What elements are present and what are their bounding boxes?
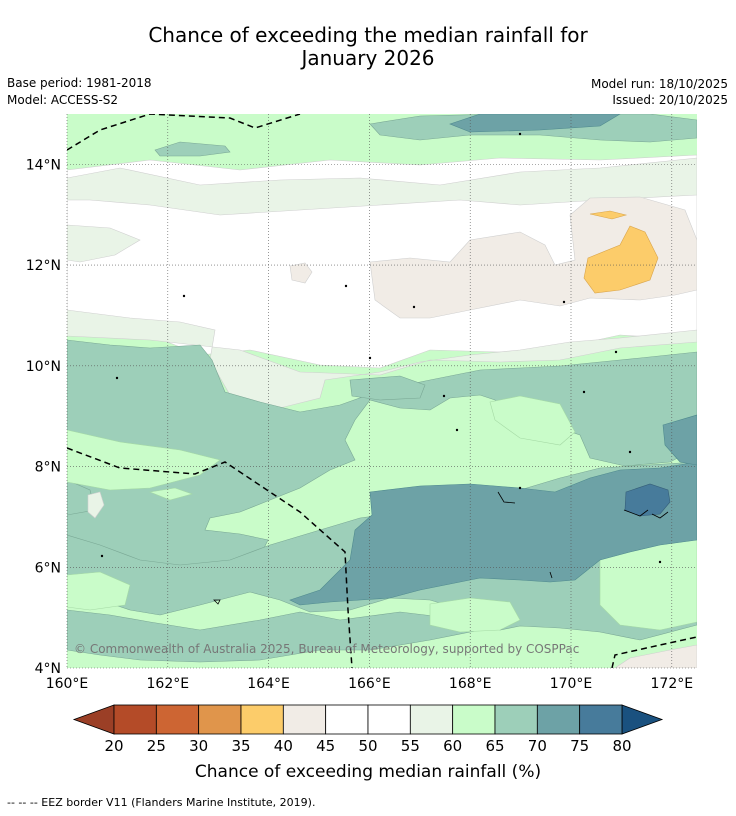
colorbar-tick-label: 35 <box>231 737 250 755</box>
y-tick-label: 4°N <box>35 661 61 677</box>
contour-green-patch-bottom <box>429 597 521 633</box>
island-dot <box>614 350 618 354</box>
island-outline <box>213 599 221 605</box>
y-tick-label: 14°N <box>26 157 61 173</box>
model-run: Model run: 18/10/2025 <box>590 77 728 91</box>
contour-teal-top-left <box>154 141 231 157</box>
colorbar-tick-label: 55 <box>401 737 420 755</box>
colorbar-swatch <box>367 704 411 735</box>
copyright-notice: © Commonwealth of Australia 2025, Bureau… <box>74 642 579 656</box>
contour-green-patch-right <box>489 395 576 446</box>
x-tick-label: 172°E <box>651 676 694 692</box>
colorbar-tick-label: 20 <box>104 737 123 755</box>
island-outline <box>623 509 649 517</box>
x-tick-label: 164°E <box>247 676 290 692</box>
colorbar-swatch <box>198 704 242 735</box>
island-outline <box>651 511 669 519</box>
x-axis-ticks: 160°E 162°E 164°E 166°E 168°E 170°E 172°E <box>46 676 693 692</box>
x-tick-label: 166°E <box>348 676 391 692</box>
colorbar-extend-low <box>72 704 115 735</box>
island-dot <box>562 300 566 304</box>
model-name: Model: ACCESS-S2 <box>7 93 119 107</box>
island-outline <box>497 491 516 504</box>
island-dot <box>182 294 186 298</box>
grid-lines <box>66 114 697 669</box>
base-period: Base period: 1981-2018 <box>7 76 152 90</box>
island-dot <box>368 356 372 360</box>
map-figure: 160°E 162°E 164°E 166°E 168°E 170°E 172°E 4°N 6… <box>26 114 697 755</box>
rainfall-contour-layer <box>67 114 697 668</box>
colorbar-tick-label: 50 <box>358 737 377 755</box>
colorbar-tick-label: 70 <box>528 737 547 755</box>
island-dot <box>455 428 459 432</box>
eez-border-middle <box>67 447 353 668</box>
island-dot <box>518 486 522 490</box>
y-tick-label: 12°N <box>26 258 61 274</box>
island-dot <box>658 560 662 564</box>
colorbar-swatch <box>282 704 327 735</box>
colorbar-swatch <box>240 704 284 735</box>
eez-borders <box>67 114 697 668</box>
contour-white-small <box>87 491 105 519</box>
colorbar-tick-label: 45 <box>316 737 335 755</box>
island-dot <box>100 554 104 558</box>
contour-pale-green-top <box>67 157 697 216</box>
colorbar-tick-label: 60 <box>443 737 462 755</box>
island-dot <box>344 284 348 288</box>
contour-green-patch-mid <box>148 487 194 501</box>
contour-dark-teal-mid <box>349 375 426 401</box>
y-tick-label: 8°N <box>35 460 61 476</box>
title-line-1: Chance of exceeding the median rainfall … <box>148 23 588 47</box>
colorbar-tick-label: 30 <box>189 737 208 755</box>
island-outline <box>549 571 553 579</box>
eez-legend: -- -- -- EEZ border V11 (Flanders Marine… <box>7 796 316 809</box>
y-tick-label: 10°N <box>26 359 61 375</box>
issued-date: Issued: 20/10/2025 <box>612 93 728 107</box>
contour-pale-green-left <box>67 224 141 263</box>
colorbar-swatch <box>113 704 157 735</box>
colorbar-swatch <box>155 704 200 735</box>
colorbar-title: Chance of exceeding median rainfall (%) <box>194 762 542 782</box>
colorbar-tick-label: 40 <box>274 737 293 755</box>
island-dot <box>518 132 522 136</box>
y-axis-ticks: 4°N 6°N 8°N 10°N 12°N 14°N <box>26 157 61 677</box>
island-dot <box>582 390 586 394</box>
colorbar-swatch <box>409 704 454 735</box>
x-tick-label: 170°E <box>550 676 593 692</box>
eez-border-top <box>67 114 301 151</box>
island-dot <box>628 450 632 454</box>
contour-green-patch-left <box>67 429 221 491</box>
colorbar-tick-label: 25 <box>147 737 166 755</box>
contour-beige-bottom <box>614 644 697 668</box>
island-dot <box>115 376 119 380</box>
island-dot <box>412 305 416 309</box>
contour-dark-teal-main <box>289 461 697 606</box>
colorbar-tick-label: 80 <box>612 737 631 755</box>
contour-orange-small <box>589 210 628 220</box>
title-line-2: January 2026 <box>301 46 435 70</box>
island-dot <box>442 394 446 398</box>
colorbar-swatch <box>494 704 538 735</box>
y-tick-label: 6°N <box>35 560 61 576</box>
colorbar-swatch <box>452 704 496 735</box>
colorbar-swatch <box>536 704 581 735</box>
x-tick-label: 162°E <box>147 676 190 692</box>
contour-dark-teal-small <box>662 414 697 466</box>
colorbar-tick-label: 65 <box>485 737 504 755</box>
colorbar-extend-high <box>621 704 664 735</box>
colorbar: 20 25 30 35 40 45 50 55 60 65 70 75 80 <box>72 704 664 755</box>
contour-orange-main <box>583 225 659 294</box>
contour-green-patch-bottom-left <box>67 571 131 611</box>
contour-beige-small <box>289 262 313 284</box>
colorbar-swatch <box>325 704 369 735</box>
x-tick-label: 160°E <box>46 676 89 692</box>
island-outlines <box>100 132 669 605</box>
colorbar-swatch <box>579 704 623 735</box>
x-tick-label: 168°E <box>449 676 492 692</box>
colorbar-tick-label: 75 <box>570 737 589 755</box>
